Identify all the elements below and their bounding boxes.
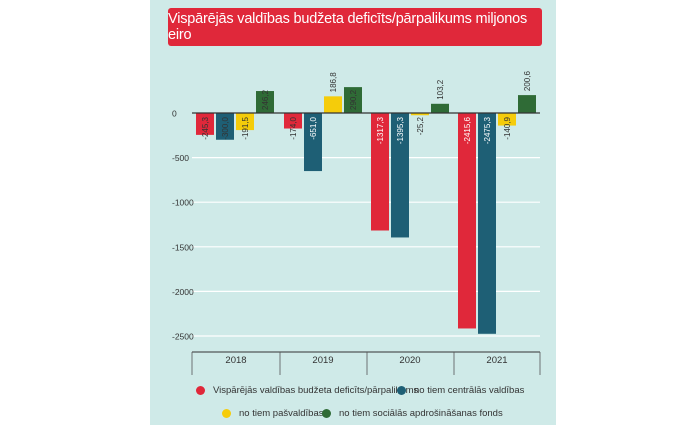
bar-value-label: 186,8 [329,72,338,93]
y-tick-label: 0 [172,109,177,119]
bar [518,95,536,113]
bar [344,87,362,113]
y-tick-label: -2000 [172,287,194,297]
bar-value-label: -2475,3 [483,116,492,144]
bar-value-label: -174,0 [289,116,298,139]
y-tick-label: -2500 [172,332,194,342]
bar-value-label: -651,0 [309,116,318,139]
bar-value-label: -25,2 [416,116,425,135]
bar-value-label: -1317,3 [376,116,385,144]
bar [304,113,322,172]
legend-swatch [196,386,205,395]
bar-value-label: 246,2 [261,89,270,110]
bar [284,113,302,129]
legend-swatch [397,386,406,395]
chart-title-bar: Vispārējās valdības budžeta deficīts/pār… [168,8,542,46]
bar [478,113,496,334]
bar [498,113,516,126]
bar [411,113,429,116]
bar-value-label: 200,6 [523,71,532,92]
legend-item-deficit: Vispārējās valdības budžeta deficīts/pār… [196,385,418,396]
y-tick-label: -500 [172,153,189,163]
legend-item-municipal: no tiem pašvaldības [222,408,324,419]
bar [458,113,476,329]
legend-item-social: no tiem sociālās apdrošināšanas fonds [322,408,503,419]
y-tick-label: -1500 [172,242,194,252]
x-tick-label: 2020 [399,355,420,366]
bar-value-label: 290,2 [349,89,358,110]
bar-value-label: -191,5 [241,116,250,139]
bar-value-label: -300,0 [221,116,230,139]
legend-item-central: no tiem centrālās valdības [397,385,524,396]
legend-swatch [322,409,331,418]
bar [236,113,254,131]
bar [391,113,409,238]
bar-value-label: 103,2 [436,79,445,100]
bar [371,113,389,231]
bar [216,113,234,140]
bar [196,113,214,135]
bar [324,96,342,113]
bar-value-label: -245,3 [201,116,210,139]
bar [431,103,449,113]
x-tick-label: 2018 [225,355,246,366]
legend-label: no tiem sociālās apdrošināšanas fonds [339,408,503,419]
x-tick-label: 2019 [312,355,333,366]
y-tick-label: -1000 [172,198,194,208]
legend-label: no tiem centrālās valdības [414,385,525,396]
bar-value-label: -1395,3 [396,116,405,144]
legend-label: no tiem pašvaldības [239,408,324,419]
legend-label: Vispārējās valdības budžeta deficīts/pār… [213,385,419,396]
bar [256,91,274,113]
chart-title: Vispārējās valdības budžeta deficīts/pār… [168,11,528,43]
legend-swatch [222,409,231,418]
bar-value-label: -140,9 [503,116,512,139]
x-tick-label: 2021 [486,355,507,366]
bar-value-label: -2415,6 [463,116,472,144]
